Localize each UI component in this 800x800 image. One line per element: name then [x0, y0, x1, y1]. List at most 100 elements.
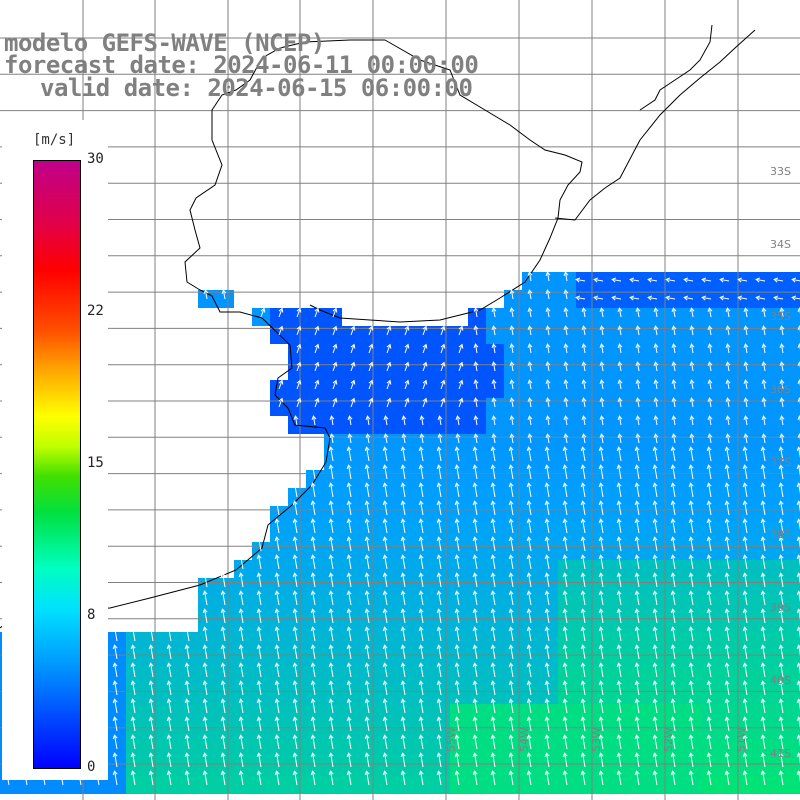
wind-arrow-head [400, 644, 406, 650]
wind-arrow-head [670, 590, 676, 596]
wind-arrow-head [562, 536, 568, 542]
wind-arrow-head [527, 307, 533, 313]
wind-arrow-head [742, 680, 748, 686]
wind-arrow [684, 296, 694, 300]
wind-arrow-head [616, 608, 622, 614]
wind-arrow [528, 573, 532, 588]
wind-arrow-head [707, 307, 713, 313]
wind-arrow [762, 591, 766, 606]
wind-arrow [636, 663, 640, 678]
wind-arrow-head [310, 536, 316, 542]
wind-arrow [222, 735, 226, 750]
wind-arrow [762, 753, 766, 768]
wind-arrow-head [238, 716, 244, 722]
wind-arrow-head [184, 752, 190, 758]
wind-arrow [510, 663, 514, 678]
wind-arrow [438, 735, 442, 750]
wind-arrow [684, 278, 694, 282]
wind-arrow [458, 326, 463, 336]
wind-arrow-head [458, 325, 464, 331]
wind-arrow-head [706, 662, 712, 668]
wind-arrow [420, 609, 424, 624]
wind-arrow [440, 398, 445, 408]
wind-arrow [492, 717, 496, 732]
wind-arrow-head [796, 572, 800, 578]
wind-arrow-head [418, 608, 424, 614]
wind-arrow [564, 591, 568, 606]
wind-arrow [384, 663, 388, 678]
wind-arrow-head [796, 536, 800, 542]
wind-arrow [564, 434, 568, 444]
wind-speed-cell [792, 776, 800, 794]
wind-arrow [594, 296, 604, 300]
wind-speed-cell [792, 704, 800, 722]
wind-arrow-head [148, 716, 154, 722]
wind-arrow-head [382, 590, 388, 596]
wind-arrow-head [562, 680, 568, 686]
wind-arrow-head [148, 680, 154, 686]
wind-arrow-head [422, 379, 428, 385]
wind-arrow-head [634, 770, 640, 776]
wind-arrow [744, 483, 748, 498]
wind-arrow-head [616, 464, 622, 470]
wind-arrow [546, 537, 550, 552]
wind-arrow [762, 573, 766, 588]
wind-arrow-head [580, 518, 586, 524]
wind-arrow-head [130, 626, 136, 632]
wind-arrow-head [563, 271, 569, 277]
wind-arrow [780, 326, 784, 336]
wind-arrow [422, 398, 427, 408]
wind-arrow-head [310, 662, 316, 668]
wind-arrow [546, 519, 550, 534]
wind-arrow [366, 753, 370, 768]
wind-arrow [528, 717, 532, 732]
wind-arrow [618, 573, 622, 588]
wind-arrow-head [761, 325, 767, 331]
wind-arrow [420, 591, 424, 606]
wind-arrow [258, 681, 262, 696]
wind-arrow [440, 326, 445, 336]
wind-arrow [386, 380, 391, 390]
wind-arrow-head [292, 734, 298, 740]
wind-arrow-head [256, 680, 262, 686]
wind-arrow-head [490, 698, 496, 704]
wind-arrow-head [328, 644, 334, 650]
wind-arrow [204, 735, 208, 750]
wind-arrow [618, 555, 622, 570]
wind-arrow-head [562, 518, 568, 524]
wind-arrow [618, 416, 622, 426]
wind-arrow [618, 344, 622, 354]
wind-arrow [276, 735, 280, 750]
wind-arrow [168, 645, 172, 660]
wind-arrow [204, 753, 208, 768]
wind-arrow [366, 416, 370, 426]
wind-arrow-head [296, 379, 302, 385]
wind-arrow [708, 573, 712, 588]
wind-arrow [510, 380, 514, 390]
wind-arrow [774, 296, 784, 300]
wind-arrow-head [689, 307, 695, 313]
wind-arrow-head [562, 716, 568, 722]
wind-arrow-head [364, 464, 370, 470]
wind-arrow [690, 483, 694, 498]
wind-arrow-head [332, 343, 338, 349]
wind-arrow [708, 308, 712, 318]
wind-arrow-head [616, 446, 622, 452]
wind-arrow [672, 771, 676, 786]
wind-arrow-head [616, 698, 622, 704]
wind-arrow [720, 296, 730, 300]
longitude-label: 51W [735, 727, 748, 752]
wind-arrow-head [346, 716, 352, 722]
wind-arrow-head [508, 590, 514, 596]
wind-arrow [168, 717, 172, 732]
wind-arrow [654, 326, 658, 336]
wind-arrow-head [400, 608, 406, 614]
wind-arrow [456, 416, 460, 426]
wind-arrow [492, 434, 496, 444]
wind-arrow-head [472, 608, 478, 614]
wind-arrow [654, 609, 658, 624]
wind-arrow [114, 663, 118, 678]
wind-arrow [618, 362, 622, 372]
wind-arrow [528, 609, 532, 624]
wind-arrow [600, 609, 604, 624]
